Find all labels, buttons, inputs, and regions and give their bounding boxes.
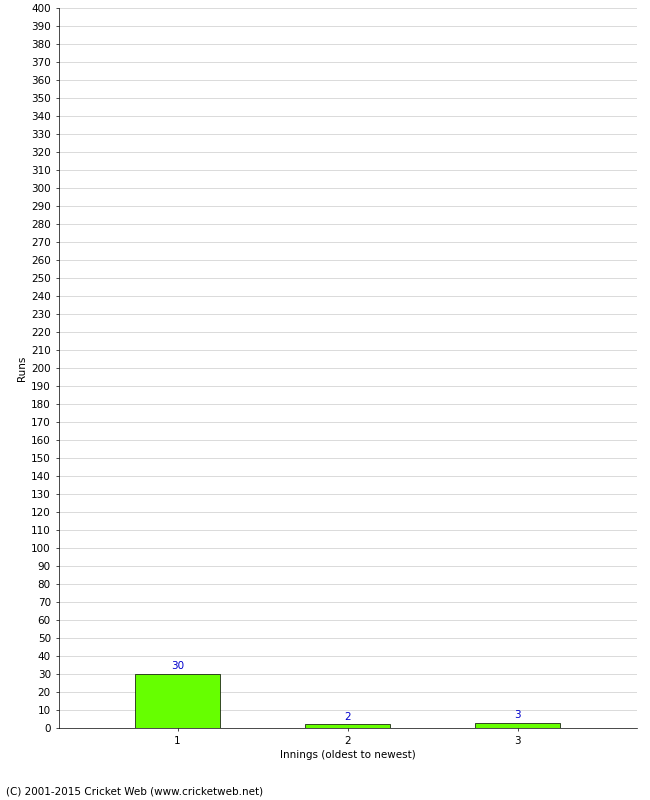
Bar xyxy=(135,674,220,728)
Text: 2: 2 xyxy=(344,712,351,722)
Bar xyxy=(475,722,560,728)
Y-axis label: Runs: Runs xyxy=(17,355,27,381)
Text: 30: 30 xyxy=(171,662,184,671)
X-axis label: Innings (oldest to newest): Innings (oldest to newest) xyxy=(280,750,415,760)
Text: (C) 2001-2015 Cricket Web (www.cricketweb.net): (C) 2001-2015 Cricket Web (www.cricketwe… xyxy=(6,786,264,796)
Bar xyxy=(306,725,390,728)
Text: 3: 3 xyxy=(515,710,521,720)
